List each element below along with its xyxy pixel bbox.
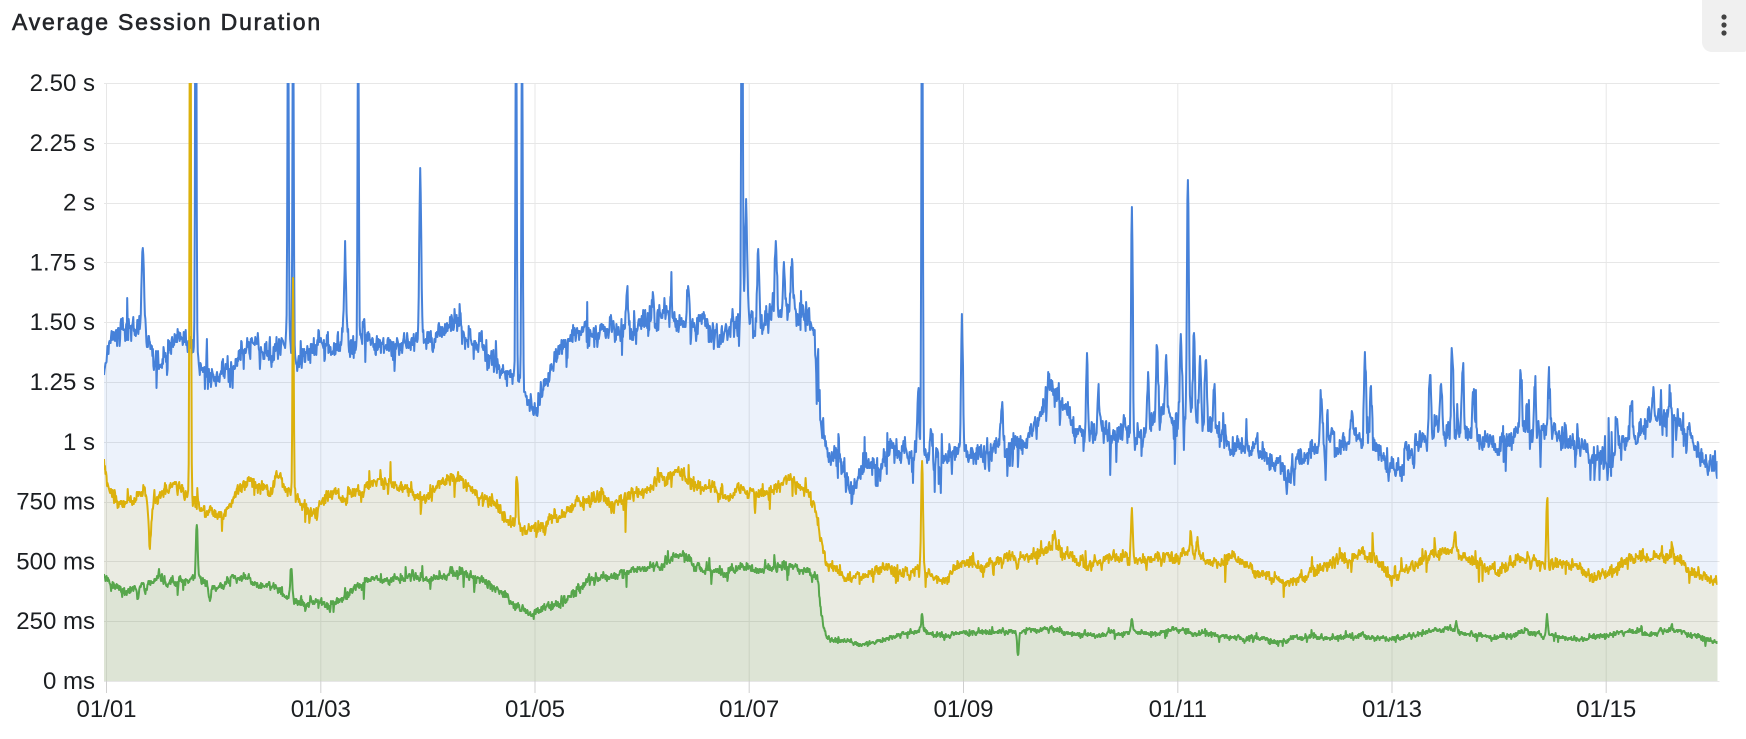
svg-text:01/01: 01/01: [76, 696, 136, 723]
svg-text:01/05: 01/05: [505, 696, 565, 723]
svg-text:01/13: 01/13: [1362, 696, 1422, 723]
svg-text:0 ms: 0 ms: [43, 668, 95, 695]
svg-text:750 ms: 750 ms: [16, 489, 95, 516]
svg-text:01/09: 01/09: [933, 696, 993, 723]
svg-text:1 s: 1 s: [63, 429, 95, 456]
svg-text:01/03: 01/03: [291, 696, 351, 723]
svg-text:500 ms: 500 ms: [16, 548, 95, 575]
svg-text:1.75 s: 1.75 s: [30, 249, 95, 276]
svg-text:1.50 s: 1.50 s: [30, 309, 95, 336]
svg-text:2.25 s: 2.25 s: [30, 130, 95, 157]
svg-text:1.25 s: 1.25 s: [30, 369, 95, 396]
svg-text:01/11: 01/11: [1149, 696, 1207, 723]
svg-text:2 s: 2 s: [63, 190, 95, 217]
svg-text:250 ms: 250 ms: [16, 608, 95, 635]
svg-text:2.50 s: 2.50 s: [30, 70, 95, 97]
svg-text:01/07: 01/07: [719, 696, 779, 723]
svg-text:01/15: 01/15: [1576, 696, 1636, 723]
